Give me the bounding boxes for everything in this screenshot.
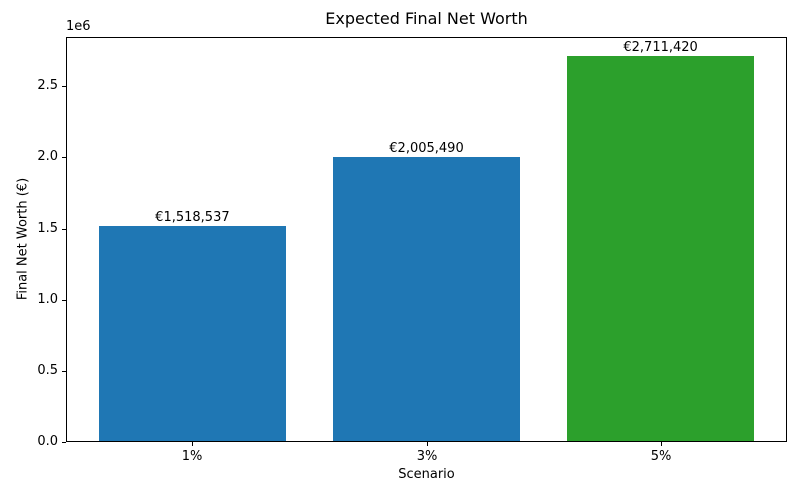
x-tick-label: 3% <box>416 449 438 464</box>
plot-area <box>66 37 787 442</box>
bar-value-label: €2,005,490 <box>389 140 464 156</box>
x-tick-mark <box>661 442 662 446</box>
bar <box>332 156 521 442</box>
y-tick-label: 1.5 <box>37 221 58 236</box>
bar <box>567 56 755 442</box>
bar <box>98 226 287 442</box>
x-axis-label: Scenario <box>398 467 455 482</box>
y-tick-label: 1.0 <box>37 292 58 307</box>
y-axis-label: Final Net Worth (€) <box>15 177 31 301</box>
bar-value-label: €1,518,537 <box>155 210 230 225</box>
y-tick-label: 0.5 <box>37 363 58 378</box>
y-tick-mark <box>62 86 66 87</box>
y-tick-label: 2.0 <box>37 149 58 164</box>
bar-value-label: €2,711,420 <box>623 40 698 56</box>
y-axis-offset-label: 1e6 <box>66 19 91 34</box>
y-tick-mark <box>62 442 66 443</box>
x-tick-label: 5% <box>650 449 672 464</box>
y-tick-mark <box>62 157 66 158</box>
y-tick-label: 2.5 <box>37 78 58 93</box>
x-tick-mark <box>427 442 428 446</box>
chart-title: Expected Final Net Worth <box>325 9 528 28</box>
y-tick-label: 0.0 <box>37 434 58 449</box>
y-tick-mark <box>62 300 66 301</box>
y-tick-mark <box>62 229 66 230</box>
x-tick-label: 1% <box>181 449 203 464</box>
y-tick-mark <box>62 371 66 372</box>
x-tick-mark <box>192 442 193 446</box>
